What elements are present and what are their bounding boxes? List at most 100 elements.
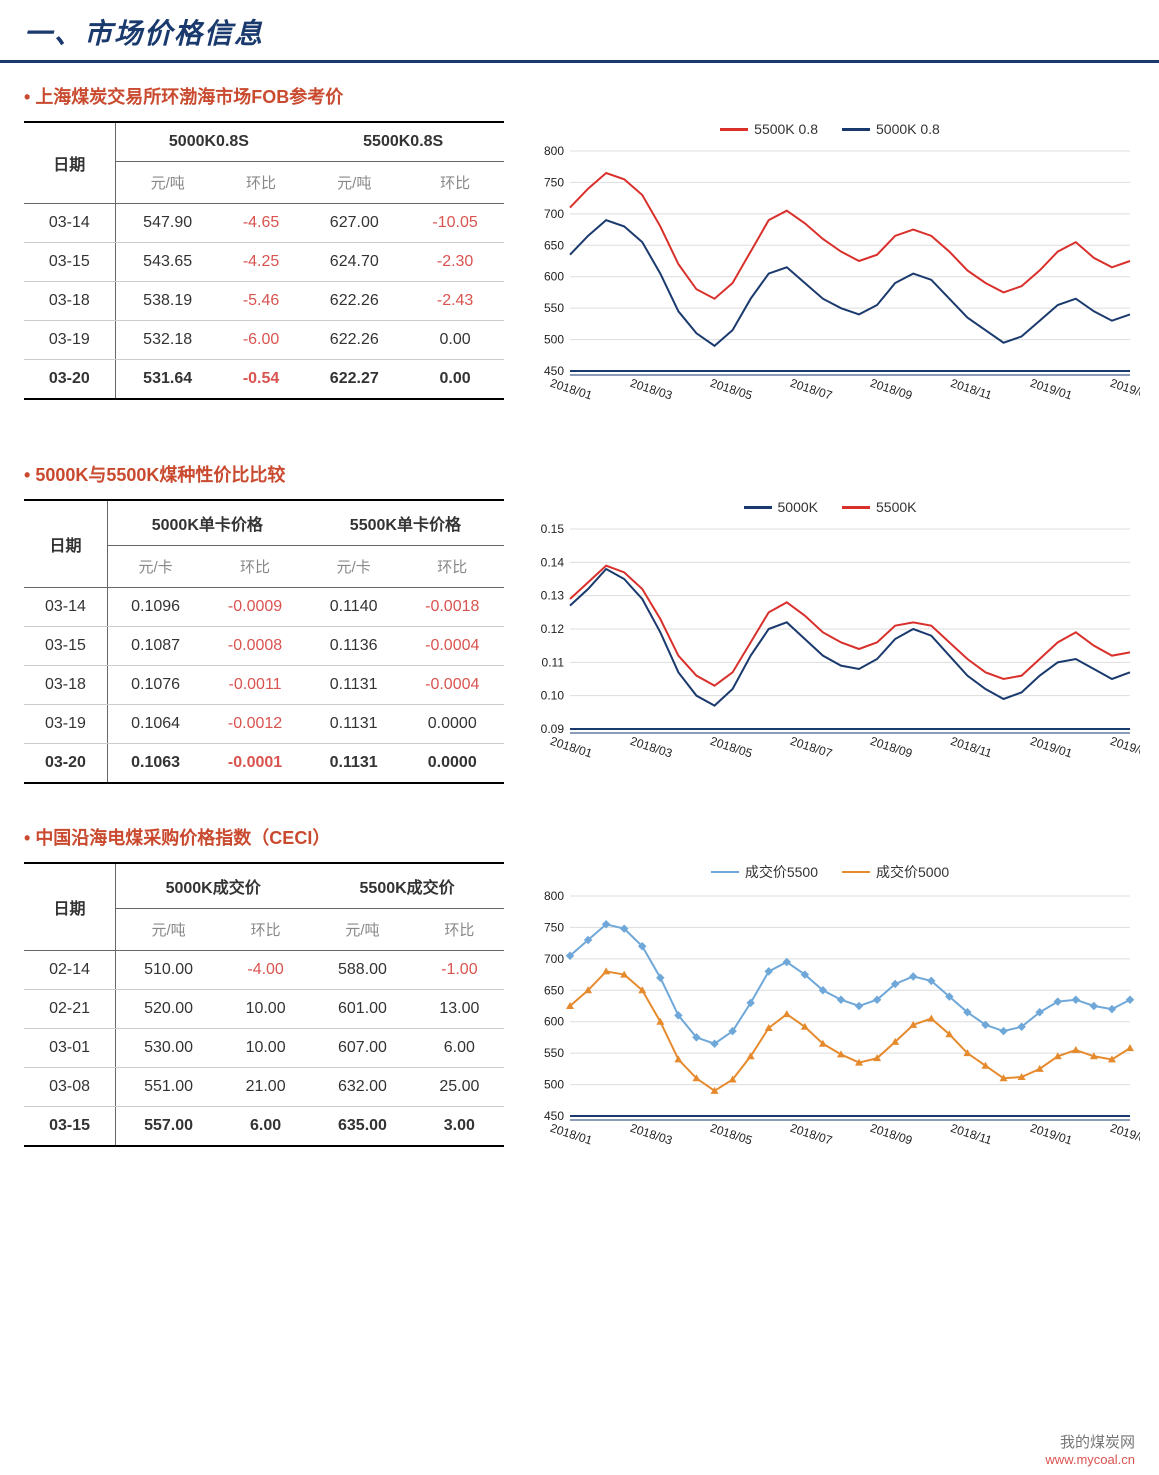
cell-value: -0.0004: [401, 627, 504, 666]
cell-value: 538.19: [115, 282, 220, 321]
cell-value: -0.0001: [203, 744, 306, 784]
cell-value: -0.0009: [203, 588, 306, 627]
cell-date: 03-14: [24, 204, 115, 243]
col-sub: 环比: [220, 162, 303, 204]
col-sub: 元/吨: [115, 162, 220, 204]
svg-text:2019/01: 2019/01: [1028, 734, 1074, 761]
cell-value: -0.0004: [401, 666, 504, 705]
cell-value: 547.90: [115, 204, 220, 243]
data-table: 日期5000K0.8S5500K0.8S元/吨环比元/吨环比03-14547.9…: [24, 121, 504, 400]
svg-text:0.13: 0.13: [541, 589, 565, 603]
col-sub: 元/吨: [116, 909, 221, 951]
cell-value: 588.00: [310, 951, 415, 990]
watermark: 我的煤炭网 www.mycoal.cn: [1045, 1431, 1135, 1467]
cell-date: 03-14: [24, 588, 107, 627]
svg-text:2018/03: 2018/03: [628, 1121, 674, 1148]
cell-value: -5.46: [220, 282, 303, 321]
table-row: 03-14547.90-4.65627.00-10.05: [24, 204, 504, 243]
svg-text:2019/01: 2019/01: [1028, 376, 1074, 403]
cell-date: 03-19: [24, 321, 115, 360]
legend-item: 5500K 0.8: [720, 121, 818, 137]
svg-text:0.10: 0.10: [541, 689, 565, 703]
col-sub: 环比: [406, 162, 504, 204]
svg-text:2018/07: 2018/07: [788, 376, 834, 403]
cell-value: -2.43: [406, 282, 504, 321]
svg-text:650: 650: [544, 983, 564, 997]
cell-value: 6.00: [221, 1107, 310, 1147]
svg-text:0.11: 0.11: [542, 655, 565, 669]
section-title: 上海煤炭交易所环渤海市场FOB参考价: [24, 83, 1135, 109]
svg-text:750: 750: [544, 175, 564, 189]
svg-text:2018/09: 2018/09: [868, 734, 914, 761]
cell-value: 510.00: [116, 951, 221, 990]
cell-date: 03-15: [24, 627, 107, 666]
cell-value: -0.0008: [203, 627, 306, 666]
svg-text:550: 550: [544, 301, 564, 315]
chart-legend: 5000K5500K: [520, 499, 1140, 515]
cell-value: 0.1096: [107, 588, 203, 627]
cell-value: -6.00: [220, 321, 303, 360]
col-group: 5000K0.8S: [115, 122, 302, 162]
svg-text:2018/09: 2018/09: [868, 376, 914, 403]
cell-value: -10.05: [406, 204, 504, 243]
col-sub: 环比: [221, 909, 310, 951]
section-title: 中国沿海电煤采购价格指数（CECI）: [24, 824, 1135, 850]
svg-text:2018/03: 2018/03: [628, 734, 674, 761]
cell-value: 622.27: [302, 360, 406, 400]
legend-label: 成交价5500: [745, 862, 818, 882]
cell-value: 532.18: [115, 321, 220, 360]
cell-value: 624.70: [302, 243, 406, 282]
cell-value: 551.00: [116, 1068, 221, 1107]
table-row: 03-01530.0010.00607.006.00: [24, 1029, 504, 1068]
svg-text:0.15: 0.15: [541, 522, 565, 536]
svg-text:500: 500: [544, 1078, 564, 1092]
cell-value: -0.0012: [203, 705, 306, 744]
cell-value: 0.00: [406, 360, 504, 400]
legend-item: 成交价5500: [711, 862, 818, 882]
svg-text:700: 700: [544, 952, 564, 966]
table-row: 03-18538.19-5.46622.26-2.43: [24, 282, 504, 321]
svg-text:2018/07: 2018/07: [788, 734, 834, 761]
data-table: 日期5000K单卡价格5500K单卡价格元/卡环比元/卡环比03-140.109…: [24, 499, 504, 784]
table-row: 02-14510.00-4.00588.00-1.00: [24, 951, 504, 990]
cell-value: 627.00: [302, 204, 406, 243]
col-sub: 元/吨: [310, 909, 415, 951]
cell-value: 25.00: [415, 1068, 504, 1107]
svg-text:2018/09: 2018/09: [868, 1121, 914, 1148]
col-group: 5500K成交价: [310, 863, 504, 909]
section-0: 上海煤炭交易所环渤海市场FOB参考价日期5000K0.8S5500K0.8S元/…: [24, 83, 1135, 421]
cell-value: -4.65: [220, 204, 303, 243]
legend-item: 5000K 0.8: [842, 121, 940, 137]
col-group: 5500K0.8S: [302, 122, 504, 162]
cell-value: 0.1087: [107, 627, 203, 666]
col-date: 日期: [24, 863, 116, 951]
chart-legend: 成交价5500成交价5000: [520, 862, 1140, 882]
cell-value: 0.1076: [107, 666, 203, 705]
chart-svg: 4505005506006507007508002018/012018/0320…: [520, 886, 1140, 1166]
cell-date: 03-20: [24, 744, 107, 784]
cell-date: 03-20: [24, 360, 115, 400]
col-sub: 环比: [203, 546, 306, 588]
cell-value: -4.00: [221, 951, 310, 990]
svg-text:500: 500: [544, 333, 564, 347]
table-row: 03-20531.64-0.54622.270.00: [24, 360, 504, 400]
cell-value: 0.00: [406, 321, 504, 360]
svg-text:2018/07: 2018/07: [788, 1121, 834, 1148]
svg-text:750: 750: [544, 920, 564, 934]
table-row: 03-180.1076-0.00110.1131-0.0004: [24, 666, 504, 705]
svg-text:0.12: 0.12: [541, 622, 565, 636]
svg-text:550: 550: [544, 1046, 564, 1060]
watermark-cn: 我的煤炭网: [1045, 1431, 1135, 1452]
svg-text:2018/11: 2018/11: [949, 734, 994, 761]
svg-text:700: 700: [544, 207, 564, 221]
col-sub: 环比: [401, 546, 504, 588]
cell-value: 531.64: [115, 360, 220, 400]
svg-text:2018/03: 2018/03: [628, 376, 674, 403]
svg-text:2018/01: 2018/01: [548, 376, 594, 403]
col-sub: 元/卡: [107, 546, 203, 588]
table-row: 03-15543.65-4.25624.70-2.30: [24, 243, 504, 282]
cell-value: -0.0018: [401, 588, 504, 627]
col-date: 日期: [24, 500, 107, 588]
cell-value: 3.00: [415, 1107, 504, 1147]
table-row: 03-200.1063-0.00010.11310.0000: [24, 744, 504, 784]
